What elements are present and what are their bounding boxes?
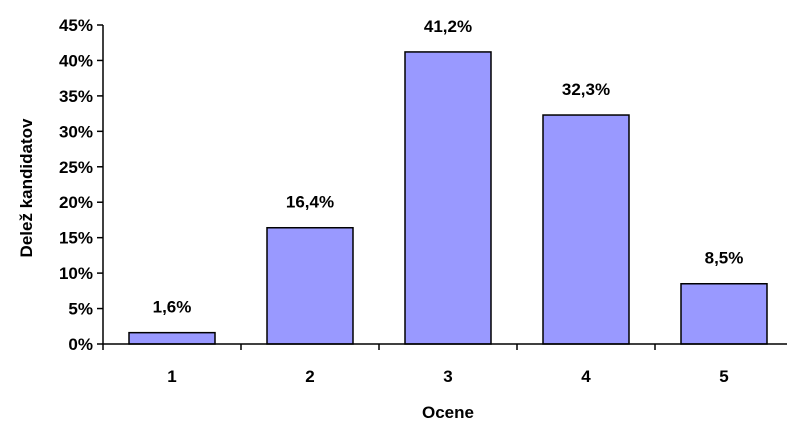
bar <box>404 51 492 345</box>
y-tick-label: 15% <box>59 229 93 248</box>
x-tick-label: 3 <box>443 367 452 386</box>
data-label: 32,3% <box>562 80 610 99</box>
data-label: 1,6% <box>153 298 192 317</box>
labels-layer: 0% 5% 10% 15% 20% 25% 30% 35% 40% 45% 1 1,6% 2 16,4% 3… <box>59 16 743 386</box>
y-axis-title: Delež kandidatov <box>17 118 36 257</box>
y-tick-label: 0% <box>68 335 93 354</box>
y-tick-label: 5% <box>68 300 93 319</box>
data-label: 41,2% <box>424 17 472 36</box>
x-tick-label: 1 <box>167 367 176 386</box>
x-tick-label: 5 <box>719 367 728 386</box>
y-tick-label: 25% <box>59 158 93 177</box>
y-tick-label: 35% <box>59 87 93 106</box>
y-tick-label: 10% <box>59 264 93 283</box>
y-tick-label: 40% <box>59 51 93 70</box>
axes-layer <box>97 24 787 350</box>
y-tick-label: 20% <box>59 193 93 212</box>
x-tick-label: 2 <box>305 367 314 386</box>
bars-layer <box>128 51 768 345</box>
bar <box>266 226 354 345</box>
y-tick-label: 30% <box>59 122 93 141</box>
data-label: 8,5% <box>705 249 744 268</box>
data-label: 16,4% <box>286 193 334 212</box>
bar <box>542 114 630 345</box>
bar <box>680 282 768 345</box>
x-axis-title: Ocene <box>422 403 474 422</box>
y-tick-label: 45% <box>59 16 93 35</box>
x-tick-label: 4 <box>581 367 591 386</box>
bar <box>128 331 216 345</box>
